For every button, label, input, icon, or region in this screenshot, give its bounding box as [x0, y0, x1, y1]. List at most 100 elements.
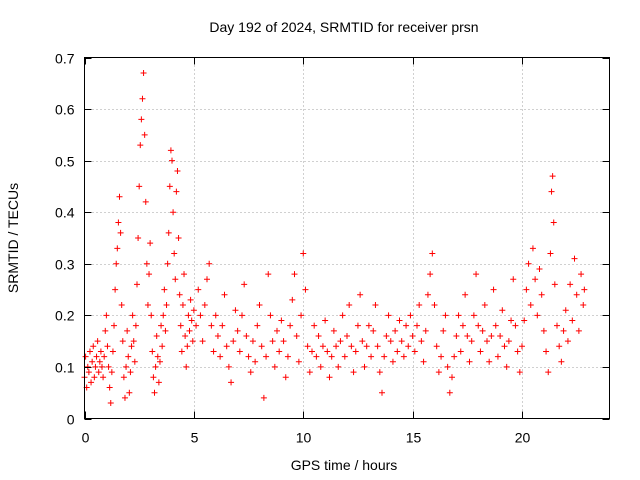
data-point [113, 260, 120, 267]
data-point [383, 332, 390, 339]
data-point [519, 343, 525, 350]
data-point [282, 374, 289, 381]
data-point [545, 369, 552, 376]
chart-title: Day 192 of 2024, SRMTID for receiver prs… [209, 19, 478, 35]
data-point [104, 343, 111, 350]
data-point [101, 353, 108, 360]
data-point [324, 348, 331, 355]
data-point [429, 250, 436, 257]
data-point [139, 95, 146, 102]
data-point [346, 302, 353, 309]
data-point [187, 296, 194, 303]
data-point [170, 209, 177, 216]
data-point [578, 271, 585, 278]
data-point [102, 327, 109, 334]
data-point [400, 353, 407, 360]
data-point [333, 343, 340, 350]
data-point [85, 369, 92, 376]
data-point [206, 260, 213, 267]
data-point [396, 317, 403, 324]
data-point [554, 322, 560, 329]
data-point [490, 286, 497, 293]
data-point [107, 400, 114, 407]
data-point [183, 363, 190, 370]
data-point [147, 240, 154, 247]
data-point [309, 348, 315, 355]
data-point [374, 343, 381, 350]
x-tick-label: 15 [406, 430, 422, 446]
data-point [278, 317, 285, 324]
data-point [354, 322, 361, 329]
data-point [451, 353, 458, 360]
data-point [341, 353, 348, 360]
data-point [118, 302, 125, 309]
data-point [394, 348, 401, 355]
data-point [189, 338, 196, 345]
data-point [505, 338, 512, 345]
data-point [223, 343, 230, 350]
data-point [130, 338, 137, 345]
x-tick-label: 0 [82, 430, 90, 446]
data-point [150, 374, 157, 381]
data-point [125, 353, 132, 360]
data-point [311, 322, 318, 329]
data-point [571, 255, 578, 262]
data-point [573, 291, 580, 298]
data-point [497, 332, 504, 339]
data-point [438, 353, 445, 360]
data-point [175, 235, 182, 241]
data-point [449, 374, 455, 381]
data-point [567, 281, 574, 288]
data-point [468, 338, 475, 345]
data-point [508, 317, 515, 324]
data-point [525, 260, 532, 267]
data-point [82, 353, 89, 360]
data-point [269, 338, 276, 345]
data-point [221, 291, 228, 298]
data-point [319, 343, 326, 350]
data-point [124, 327, 131, 334]
data-point [276, 348, 283, 355]
data-point [123, 363, 130, 370]
data-point [95, 369, 102, 376]
data-point [267, 312, 274, 319]
data-point [536, 265, 543, 272]
data-point [230, 338, 237, 345]
data-point [532, 276, 539, 283]
data-point [135, 235, 142, 241]
grid-lines [84, 57, 610, 419]
data-point [564, 338, 571, 345]
data-point [529, 245, 536, 252]
data-point [473, 271, 480, 278]
data-point [479, 327, 486, 334]
data-point [88, 379, 95, 386]
data-point [379, 389, 385, 396]
data-point [156, 358, 163, 365]
data-point [185, 312, 192, 319]
data-point [548, 188, 555, 195]
data-point [352, 348, 359, 355]
data-point [154, 353, 161, 360]
data-point [494, 353, 501, 360]
data-point [328, 353, 335, 360]
data-point [322, 317, 329, 324]
data-point [204, 276, 210, 283]
data-point [372, 302, 379, 309]
data-point [455, 312, 462, 319]
data-point [481, 302, 488, 309]
data-point [256, 302, 263, 309]
data-point [335, 363, 342, 370]
data-point [405, 343, 412, 350]
y-tick-label: 0.3 [55, 257, 75, 273]
data-point [376, 369, 383, 376]
data-point [176, 291, 183, 298]
data-points [81, 69, 588, 407]
data-point [173, 188, 180, 195]
data-point [119, 338, 126, 345]
data-point [91, 374, 98, 381]
plot-frame [84, 57, 610, 419]
y-tick-label: 0.1 [55, 360, 75, 376]
data-point [137, 142, 144, 149]
data-point [527, 302, 534, 309]
